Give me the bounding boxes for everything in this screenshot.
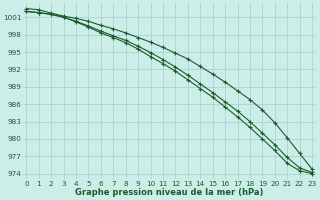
- X-axis label: Graphe pression niveau de la mer (hPa): Graphe pression niveau de la mer (hPa): [75, 188, 263, 197]
